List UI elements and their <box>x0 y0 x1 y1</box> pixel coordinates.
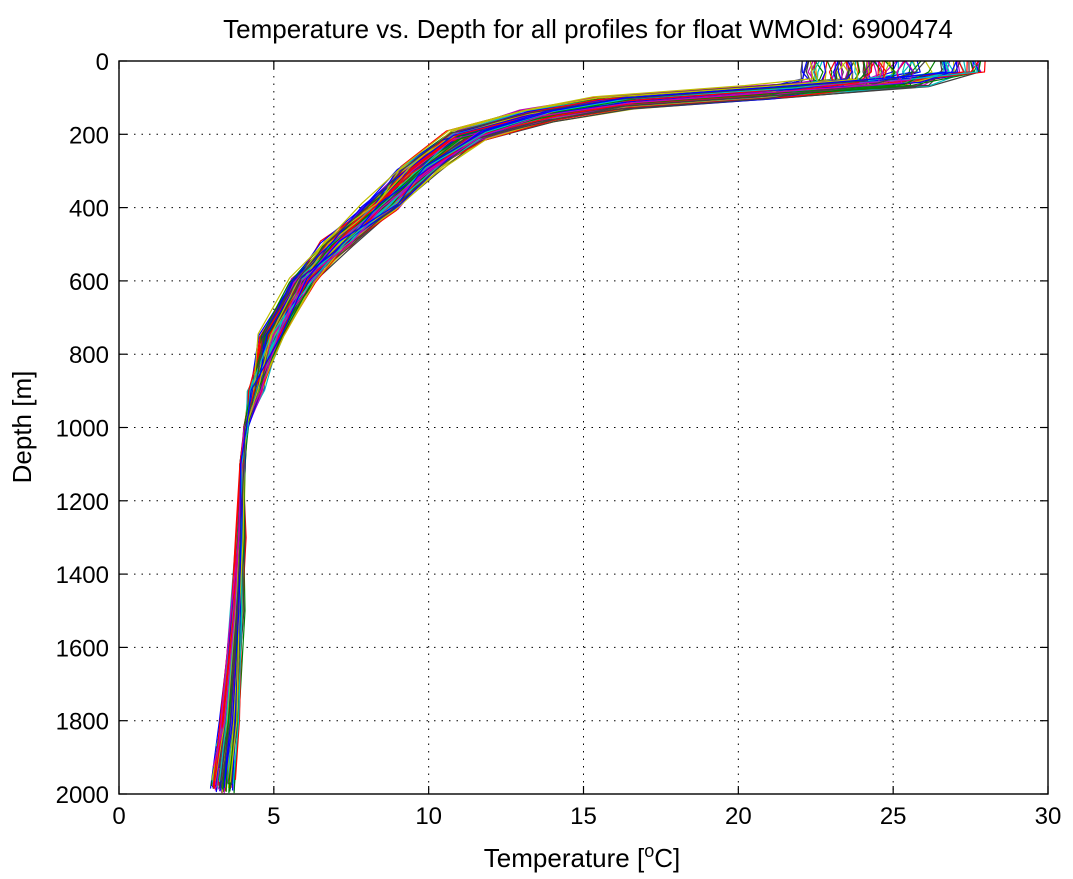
y-axis-label: Depth [m] <box>7 371 37 484</box>
y-tick-label: 800 <box>69 342 109 369</box>
y-tick-label: 400 <box>69 196 109 223</box>
y-tick-label: 1600 <box>56 635 109 662</box>
y-tick-label: 1800 <box>56 709 109 736</box>
x-tick-label: 5 <box>267 803 280 830</box>
profile-line <box>229 60 859 783</box>
x-tick-label: 0 <box>112 803 125 830</box>
profile-line <box>220 60 873 789</box>
chart-title: Temperature vs. Depth for all profiles f… <box>223 14 953 44</box>
x-tick-label: 15 <box>570 803 597 830</box>
plot-area-frame <box>118 60 1049 795</box>
x-axis-label: Temperature [oC] <box>484 841 680 873</box>
profile-line <box>223 60 959 789</box>
y-tick-label: 1200 <box>56 489 109 516</box>
profiles <box>209 60 986 794</box>
y-tick-label: 0 <box>96 49 109 76</box>
y-tick-label: 1000 <box>56 416 109 443</box>
y-tick-label: 1400 <box>56 562 109 589</box>
y-tick-label: 200 <box>69 122 109 149</box>
x-tick-label: 30 <box>1035 803 1062 830</box>
y-tick-label: 600 <box>69 269 109 296</box>
x-tick-label: 20 <box>725 803 752 830</box>
y-tick-label: 2000 <box>56 782 109 809</box>
ticks: 0 5 10 15 20 25 30 0 200 400 600 800 1000 1200 1400 160… <box>56 49 1062 830</box>
profile-line <box>212 60 905 767</box>
x-tick-label: 25 <box>880 803 907 830</box>
x-tick-label: 10 <box>415 803 442 830</box>
